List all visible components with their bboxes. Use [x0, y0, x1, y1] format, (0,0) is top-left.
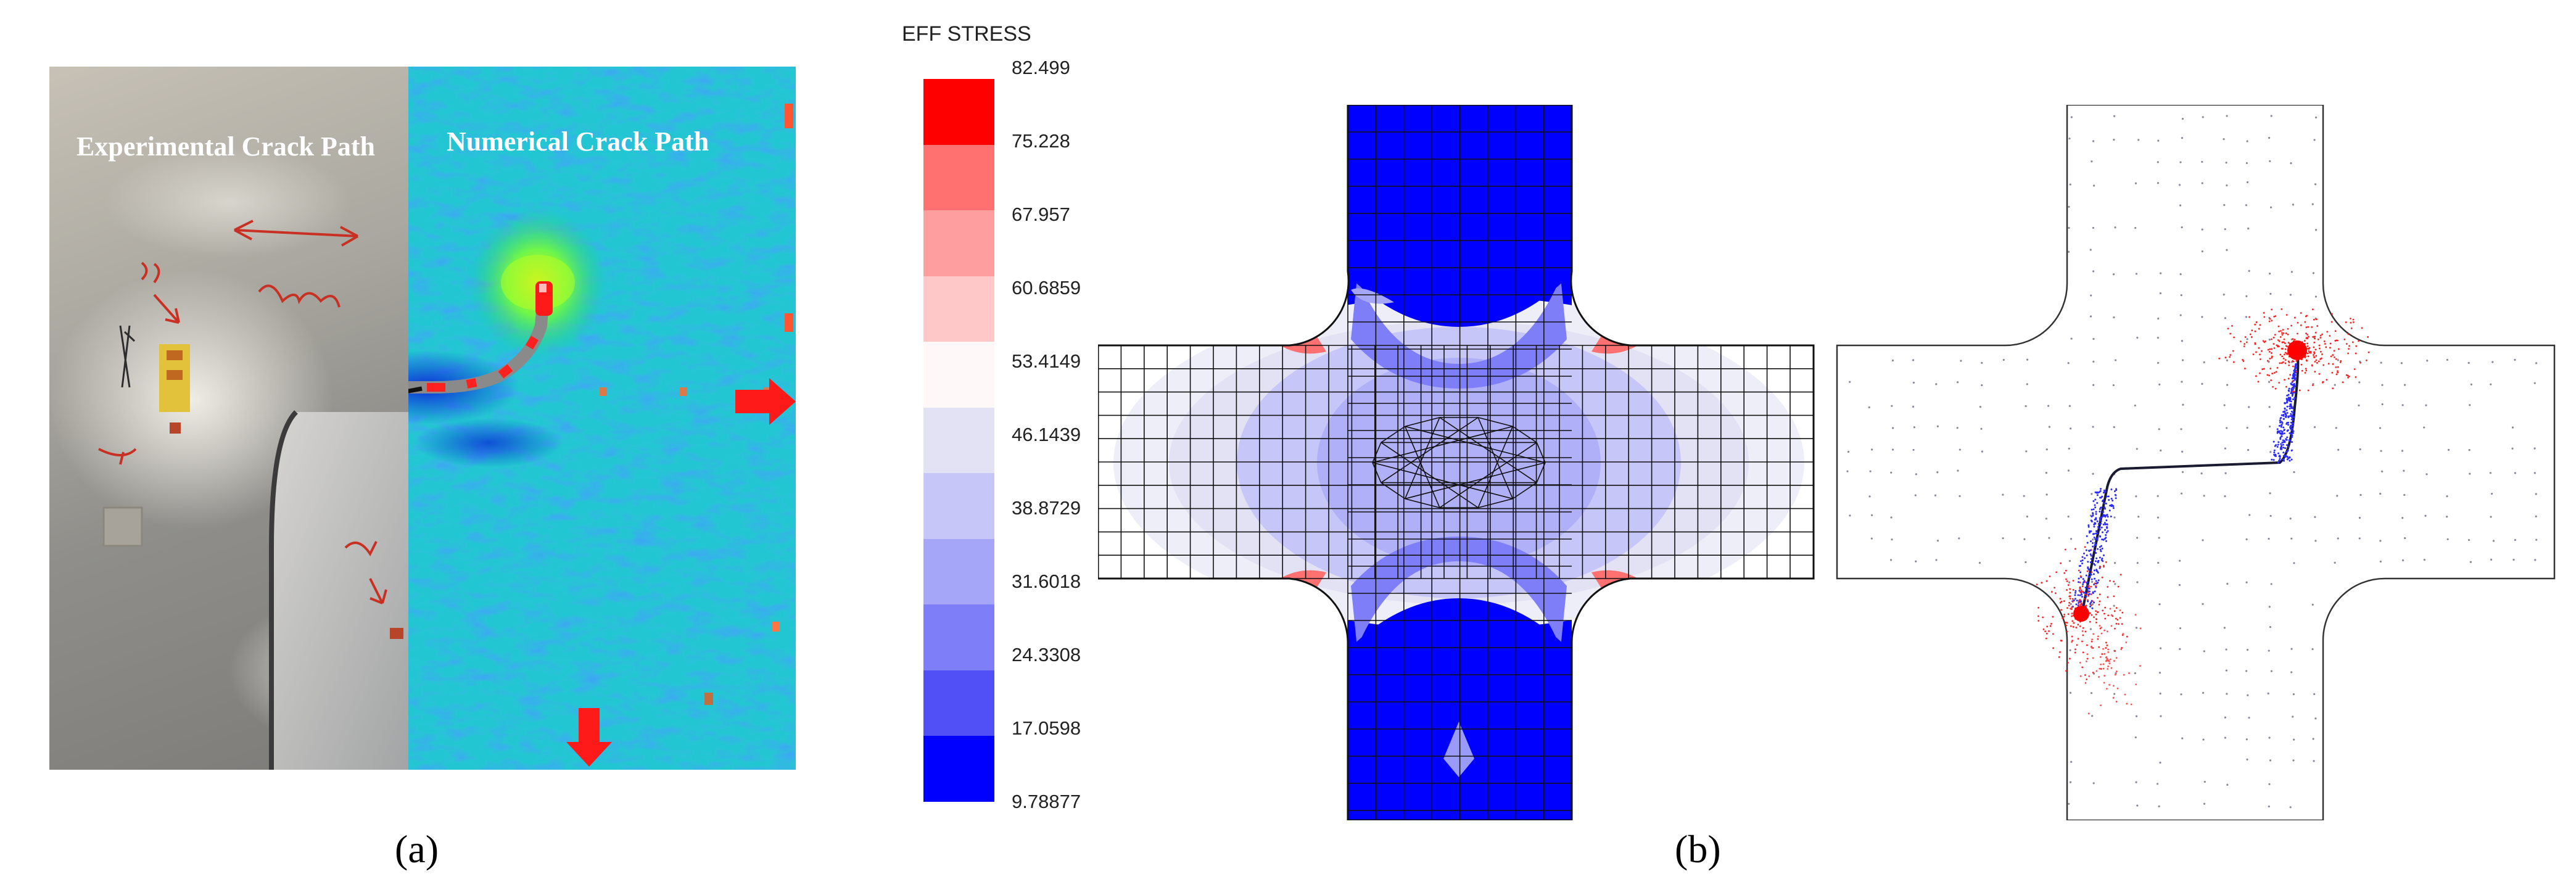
legend-value: 46.1439 — [1012, 424, 1081, 445]
legend-band — [923, 79, 994, 145]
legend-value: 24.3308 — [1012, 644, 1081, 665]
experimental-photo: Experimental Crack Path — [49, 67, 408, 770]
legend-band — [923, 538, 994, 605]
load-arrow-down — [566, 708, 612, 767]
numerical-simulation-image: Numerical Crack Path — [408, 67, 796, 770]
numerical-crack-path-label: Numerical Crack Path — [447, 126, 709, 157]
crack-line — [2081, 350, 2300, 611]
caption-b: (b) — [1675, 827, 1721, 871]
legend-band — [923, 342, 994, 408]
legend-value: 38.8729 — [1012, 497, 1081, 519]
crack-tip-lower — [2073, 606, 2089, 622]
crack-simulation-plot — [1836, 105, 2556, 820]
load-arrow-right — [735, 378, 796, 425]
legend-band — [923, 210, 994, 276]
legend-value: 31.6018 — [1012, 571, 1081, 592]
legend-value: 9.78877 — [1012, 791, 1081, 812]
numerical-contour-art — [408, 67, 796, 770]
legend-band — [923, 473, 994, 539]
legend-band — [923, 670, 994, 736]
experimental-photo-art — [49, 147, 408, 770]
specimen-outline-2 — [1836, 105, 2556, 820]
legend-band — [923, 604, 994, 670]
legend-value: 60.6859 — [1012, 277, 1081, 299]
legend-title: EFF STRESS — [902, 22, 1031, 46]
tape-patch — [102, 506, 143, 547]
particle-field — [1846, 115, 2538, 809]
legend-value: 75.228 — [1012, 130, 1070, 152]
experimental-crack-path-label: Experimental Crack Path — [76, 131, 375, 162]
fe-stress-contour — [1098, 105, 1815, 820]
legend-band — [923, 736, 994, 802]
legend-band — [923, 407, 994, 474]
legend-value: 82.499 — [1012, 57, 1070, 78]
fe-mesh-grid — [1098, 105, 1814, 820]
legend-band — [923, 144, 994, 211]
specimen-outline — [1098, 105, 1815, 820]
legend-value: 53.4149 — [1012, 350, 1081, 372]
metal-sheet — [271, 412, 408, 770]
crack-tip-upper — [2287, 340, 2307, 360]
handwritten-annotations — [98, 220, 387, 604]
caption-a: (a) — [395, 827, 439, 871]
legend-value: 17.0598 — [1012, 717, 1081, 739]
legend-value: 67.957 — [1012, 204, 1070, 225]
stress-legend — [923, 79, 994, 802]
legend-band — [923, 276, 994, 342]
